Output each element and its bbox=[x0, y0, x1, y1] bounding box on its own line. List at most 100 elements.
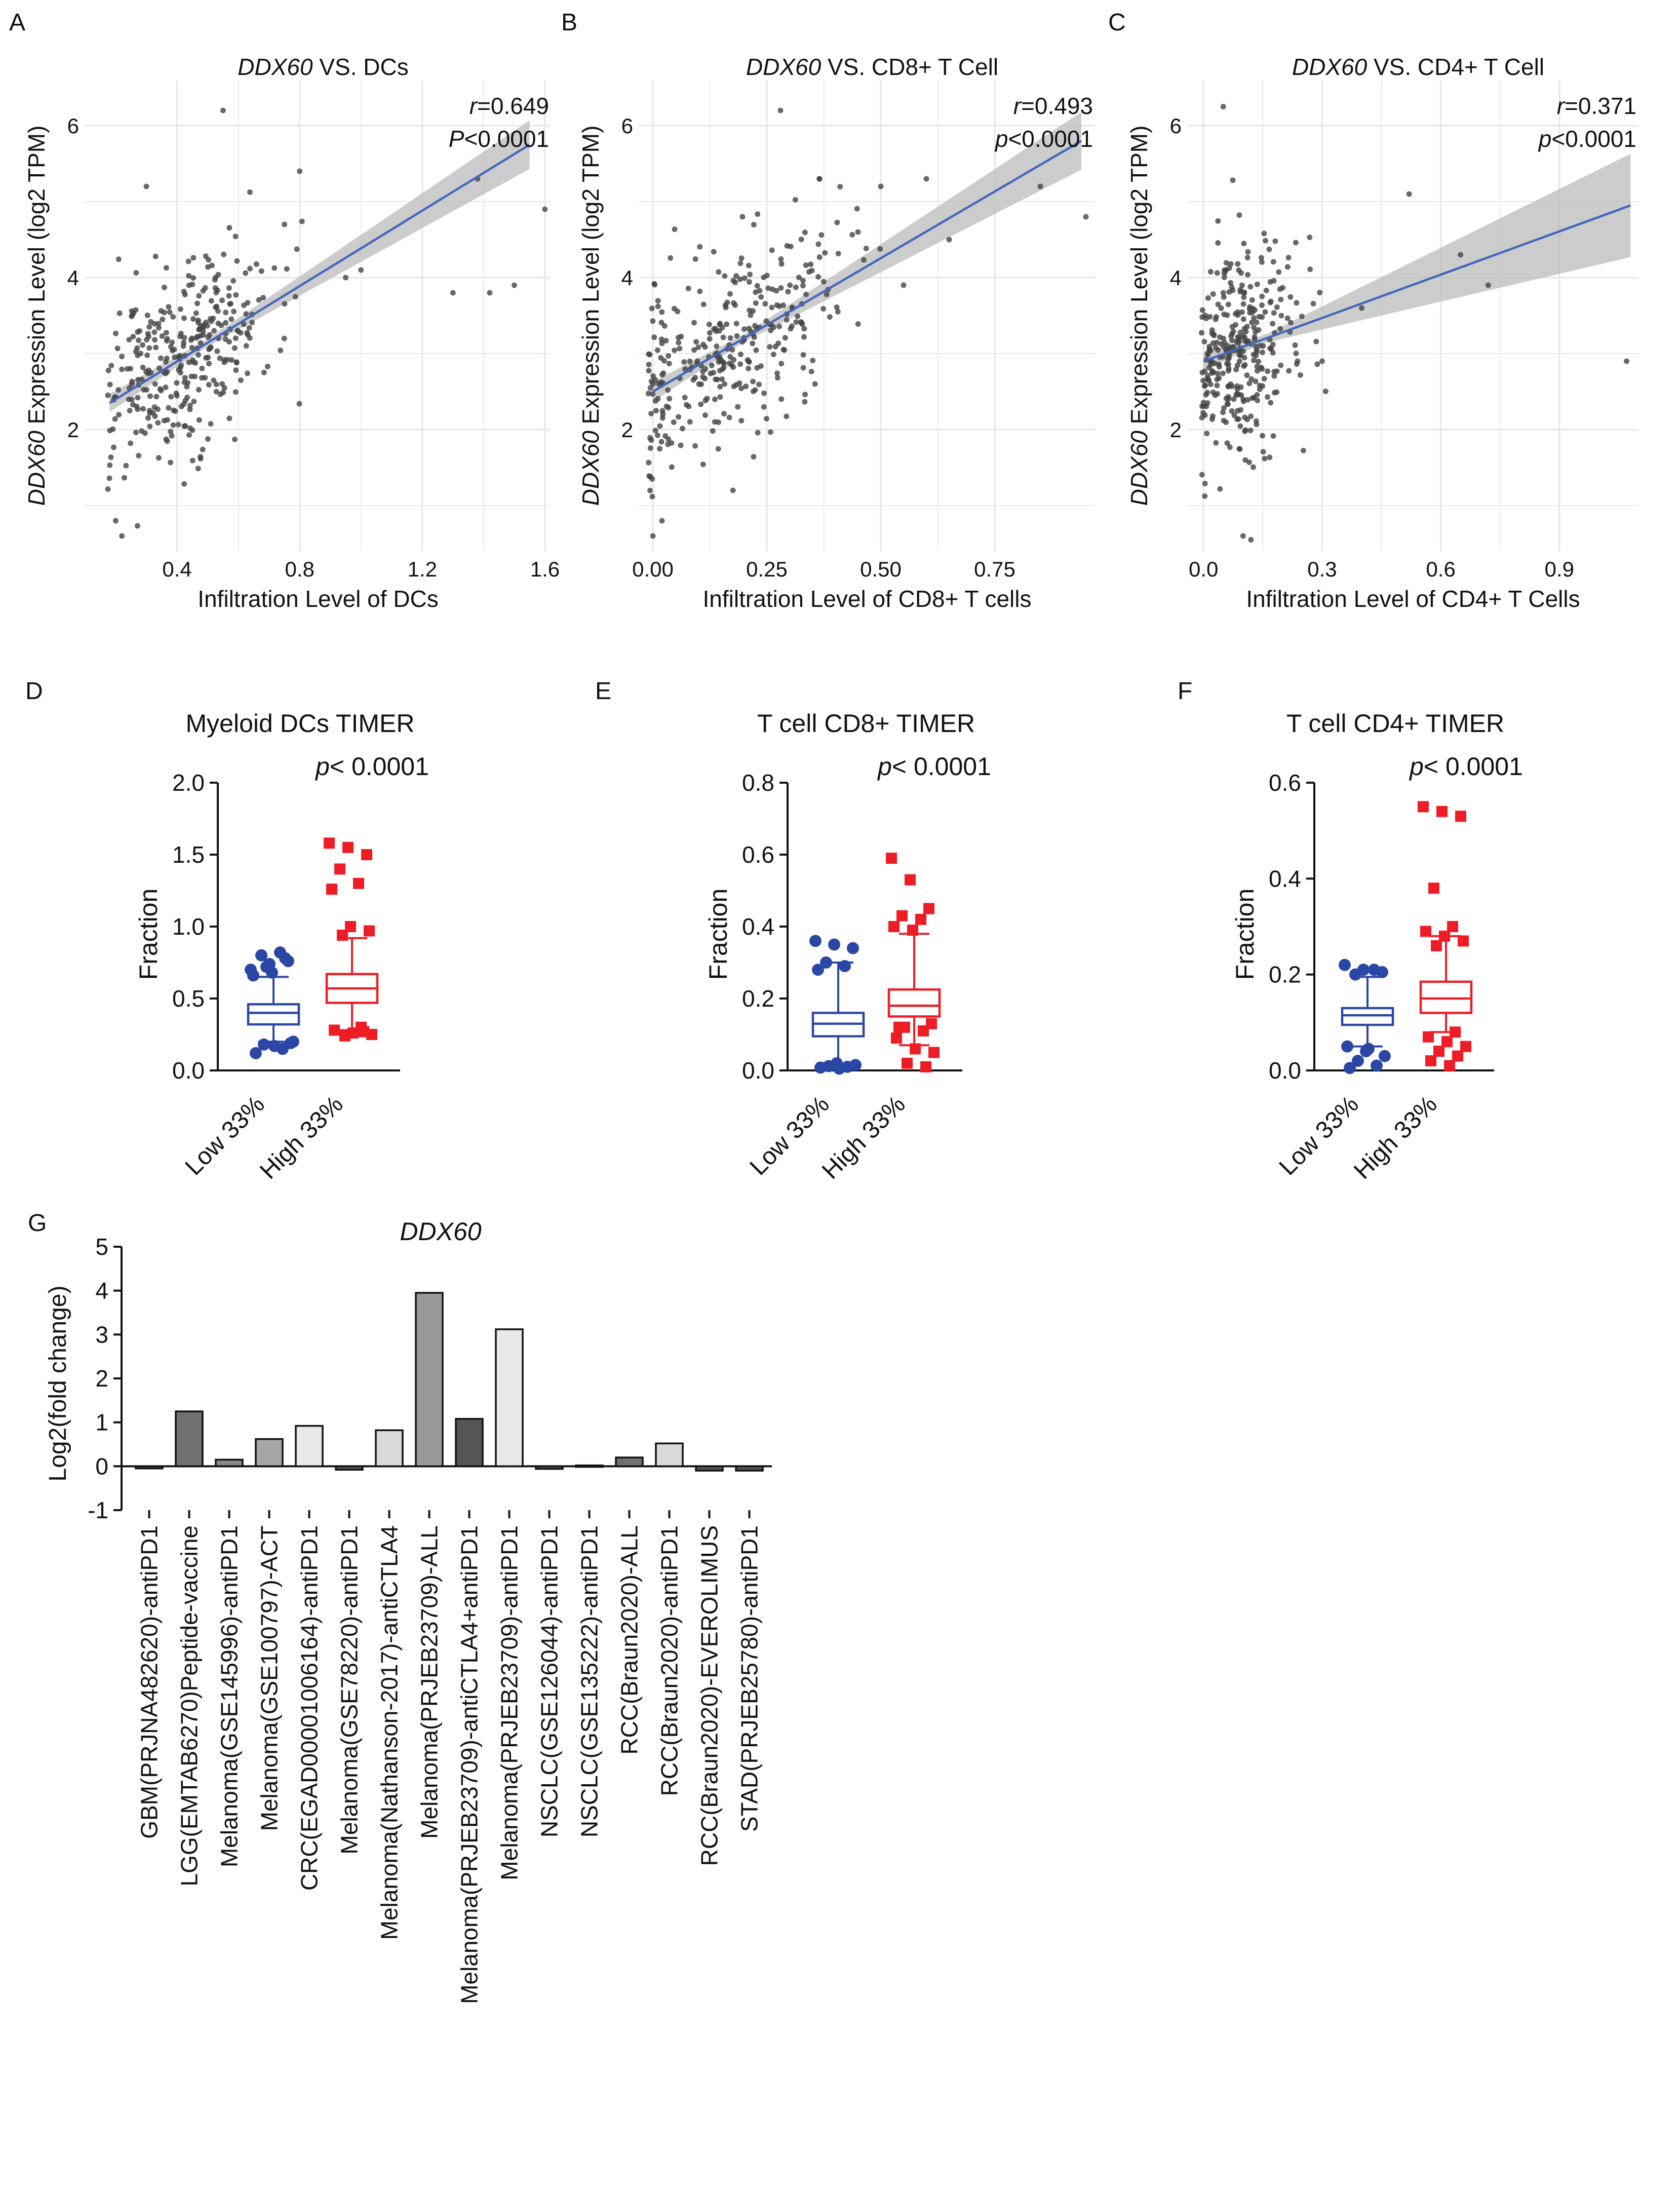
bar bbox=[175, 1410, 204, 1468]
correlation-r-part-0: r bbox=[1013, 93, 1022, 119]
data-point bbox=[1270, 350, 1276, 356]
data-point bbox=[658, 336, 665, 342]
data-point bbox=[1240, 333, 1246, 339]
data-point bbox=[727, 354, 733, 360]
outlier-point bbox=[1447, 921, 1458, 932]
data-point bbox=[487, 290, 493, 296]
data-point bbox=[923, 176, 929, 182]
data-point bbox=[163, 359, 169, 365]
data-point bbox=[232, 389, 239, 395]
x-tick-label: 0.25 bbox=[746, 557, 788, 581]
data-point bbox=[1205, 377, 1212, 383]
data-point bbox=[138, 351, 144, 357]
outlier-point bbox=[1455, 811, 1466, 822]
data-point bbox=[1293, 240, 1299, 246]
data-point bbox=[651, 334, 657, 340]
data-point bbox=[692, 374, 698, 380]
data-point bbox=[747, 272, 753, 278]
outlier-point bbox=[258, 1038, 270, 1051]
data-point bbox=[877, 246, 883, 252]
data-point bbox=[110, 444, 116, 450]
data-point bbox=[1240, 301, 1246, 307]
data-point bbox=[822, 250, 828, 256]
data-point bbox=[1231, 343, 1237, 350]
data-point bbox=[1228, 381, 1234, 387]
data-point bbox=[713, 376, 719, 382]
p-value: p<0.0001 bbox=[994, 126, 1093, 152]
p-value-part-0: p bbox=[994, 126, 1008, 152]
data-point bbox=[194, 333, 201, 339]
data-point bbox=[147, 424, 153, 430]
y-tick-label: 6 bbox=[1170, 114, 1182, 138]
data-point bbox=[1244, 372, 1250, 378]
data-point bbox=[780, 347, 787, 353]
data-point bbox=[155, 420, 161, 426]
data-point bbox=[1226, 365, 1232, 371]
data-point bbox=[153, 344, 159, 351]
data-point bbox=[261, 369, 267, 375]
data-point bbox=[358, 267, 364, 273]
data-point bbox=[1244, 255, 1251, 261]
outlier-point bbox=[247, 969, 259, 982]
category-label: LGG(EMTAB6270)Peptide-vaccine bbox=[176, 1525, 203, 1886]
data-point bbox=[741, 326, 747, 332]
data-point bbox=[221, 251, 227, 257]
data-point bbox=[751, 222, 757, 228]
data-point bbox=[119, 354, 125, 360]
data-point bbox=[299, 218, 305, 224]
data-point bbox=[772, 343, 778, 350]
outlier-point bbox=[358, 1026, 369, 1038]
p-value: p< 0.0001 bbox=[315, 752, 429, 781]
data-point bbox=[801, 334, 807, 340]
bar bbox=[495, 1328, 524, 1468]
data-point bbox=[849, 232, 855, 238]
data-point bbox=[244, 330, 250, 336]
data-point bbox=[714, 343, 720, 350]
data-point bbox=[1223, 260, 1229, 266]
data-point bbox=[1252, 334, 1258, 340]
box-low bbox=[809, 935, 865, 1075]
data-point bbox=[650, 391, 656, 397]
data-point bbox=[685, 285, 691, 291]
data-point bbox=[746, 325, 752, 331]
data-point bbox=[112, 330, 119, 336]
data-point bbox=[141, 387, 147, 393]
data-point bbox=[129, 313, 135, 319]
x-axis-label: Infiltration Level of CD4+ T Cells bbox=[1246, 586, 1580, 612]
chart-title-part-0: DDX60 bbox=[238, 54, 313, 80]
data-point bbox=[145, 415, 151, 421]
data-point bbox=[1230, 177, 1236, 183]
data-point bbox=[763, 318, 769, 324]
data-point bbox=[143, 183, 149, 189]
x-tick-label: 0.0 bbox=[1189, 557, 1218, 581]
data-point bbox=[1263, 287, 1269, 293]
data-point bbox=[226, 339, 232, 345]
data-point bbox=[1207, 381, 1214, 387]
data-point bbox=[243, 343, 249, 349]
data-point bbox=[147, 393, 153, 399]
data-point bbox=[646, 459, 652, 466]
data-point bbox=[655, 303, 661, 310]
data-point bbox=[784, 413, 790, 419]
data-point bbox=[738, 417, 745, 424]
data-point bbox=[803, 262, 809, 268]
data-point bbox=[1251, 352, 1257, 358]
data-point bbox=[186, 432, 192, 438]
data-point bbox=[209, 262, 215, 268]
data-point bbox=[691, 347, 697, 353]
data-point bbox=[834, 304, 840, 310]
data-point bbox=[202, 375, 208, 381]
y-tick-label: 0.0 bbox=[742, 1057, 774, 1084]
data-point bbox=[193, 310, 199, 316]
data-point bbox=[157, 386, 163, 392]
y-tick-label: 6 bbox=[621, 114, 633, 138]
panel-letter-E: E bbox=[595, 678, 611, 705]
data-point bbox=[1317, 290, 1323, 296]
data-point bbox=[743, 383, 749, 390]
panel-letter-A: A bbox=[9, 9, 25, 36]
data-point bbox=[196, 293, 202, 299]
data-point bbox=[719, 376, 725, 382]
data-point bbox=[243, 270, 249, 276]
x-tick-label: 0.9 bbox=[1545, 557, 1574, 581]
